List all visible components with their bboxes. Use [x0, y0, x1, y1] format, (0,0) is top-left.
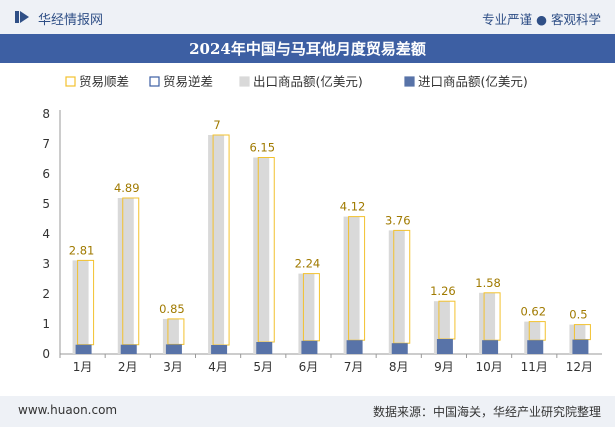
- y-tick-label: 2: [42, 287, 50, 301]
- import-bar: [482, 340, 499, 354]
- y-tick-label: 4: [42, 227, 50, 241]
- export-bar: [72, 260, 89, 354]
- export-bar: [479, 292, 496, 354]
- legend-swatch-2: [239, 76, 250, 87]
- data-labels: 2.81 4.89 0.85 7 6.15 2.24 4.12 3.76 1.26 1.58 0.6…: [69, 118, 588, 322]
- export-bar: [117, 198, 134, 354]
- import-bar: [391, 343, 408, 354]
- surplus-data-label: 0.5: [569, 308, 587, 322]
- x-tick-label: 7月: [344, 360, 364, 374]
- brand-logo-icon: [15, 11, 29, 23]
- y-tick-label: 8: [42, 107, 50, 121]
- y-tick-label: 0: [42, 347, 50, 361]
- import-bar: [301, 340, 318, 354]
- x-tick-label: 6月: [299, 360, 319, 374]
- y-tick-label: 5: [42, 197, 50, 211]
- chart: 贸易顺差 贸易逆差 出口商品额(亿美元) 进口商品额(亿美元) 0 1 2 3 4 5 6 7 8 1…: [42, 74, 602, 374]
- surplus-data-label: 2.81: [69, 243, 95, 257]
- y-tick-label: 7: [42, 137, 50, 151]
- legend-label-2: 出口商品额(亿美元): [253, 74, 363, 89]
- x-tick-label: 10月: [475, 360, 502, 374]
- legend: 贸易顺差 贸易逆差 出口商品额(亿美元) 进口商品额(亿美元): [65, 74, 528, 89]
- y-tick-label: 1: [42, 317, 50, 331]
- y-tick-label: 6: [42, 167, 50, 181]
- x-tick-label: 12月: [566, 360, 593, 374]
- export-bar: [208, 135, 225, 354]
- legend-label-3: 进口商品额(亿美元): [418, 74, 528, 89]
- import-bar: [211, 345, 228, 354]
- title-bar: [0, 34, 615, 63]
- tagline: 专业严谨 ● 客观科学: [482, 12, 601, 27]
- footer-website: www.huaon.com: [18, 403, 118, 417]
- import-bar: [75, 344, 92, 354]
- x-axis: 1月 2月 3月 4月 5月 6月 7月 8月 9月 10月 11月 12月: [59, 353, 602, 374]
- legend-label-1: 贸易逆差: [163, 74, 213, 89]
- surplus-data-label: 4.89: [114, 181, 140, 195]
- surplus-data-label: 4.12: [340, 200, 366, 214]
- export-bar: [298, 273, 315, 354]
- surplus-data-label: 1.58: [475, 276, 501, 290]
- brand-name: 华经情报网: [38, 13, 104, 28]
- export-bar: [253, 157, 270, 354]
- x-tick-label: 1月: [73, 360, 93, 374]
- legend-swatch-0: [65, 76, 76, 87]
- export-bar: [343, 216, 360, 354]
- legend-swatch-3: [404, 76, 415, 87]
- legend-label-0: 贸易顺差: [79, 74, 129, 89]
- footer-bar: [0, 396, 615, 427]
- footer-source: 数据来源：中国海关，华经产业研究院整理: [372, 405, 601, 419]
- x-tick-label: 3月: [163, 360, 183, 374]
- x-tick-label: 2月: [118, 360, 138, 374]
- x-tick-label: 4月: [208, 360, 228, 374]
- bars: [72, 134, 591, 354]
- import-bar: [572, 339, 589, 354]
- x-tick-label: 8月: [389, 360, 409, 374]
- export-bar: [388, 230, 405, 354]
- x-tick-label: 11月: [521, 360, 548, 374]
- import-bar: [346, 340, 363, 354]
- import-bar: [436, 339, 453, 354]
- x-tick-label: 5月: [253, 360, 273, 374]
- surplus-data-label: 3.76: [385, 213, 411, 227]
- import-bar: [256, 342, 273, 354]
- surplus-data-label: 0.85: [159, 302, 185, 316]
- import-bar: [527, 340, 544, 354]
- y-tick-label: 3: [42, 257, 50, 271]
- y-axis: 0 1 2 3 4 5 6 7 8: [42, 107, 61, 361]
- surplus-data-label: 2.24: [295, 257, 321, 271]
- surplus-data-label: 1.26: [430, 284, 456, 298]
- chart-title: 2024年中国与马耳他月度贸易差额: [189, 40, 426, 58]
- header-bar: [0, 0, 615, 34]
- x-tick-label: 9月: [434, 360, 454, 374]
- import-bar: [165, 344, 182, 354]
- surplus-data-label: 7: [213, 118, 220, 132]
- legend-swatch-1: [149, 76, 160, 87]
- import-bar: [120, 344, 137, 354]
- surplus-data-label: 6.15: [249, 141, 275, 155]
- surplus-data-label: 0.62: [520, 305, 546, 319]
